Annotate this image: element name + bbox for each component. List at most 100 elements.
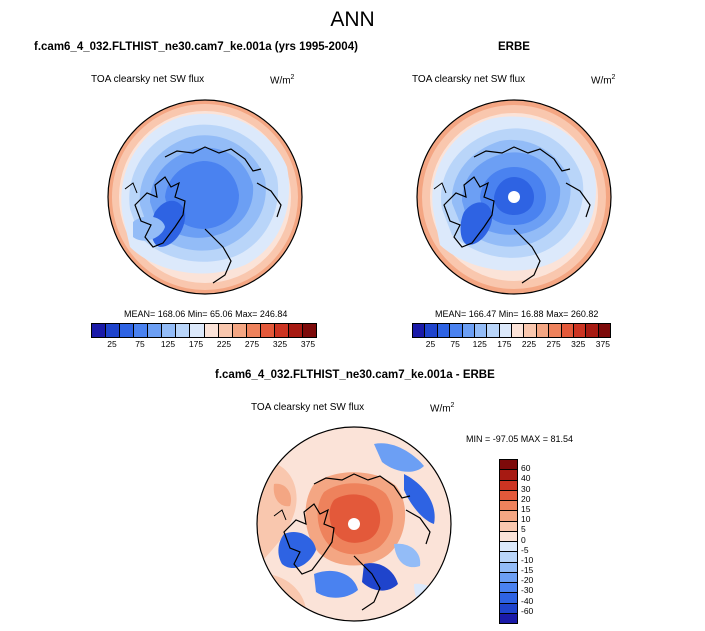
colorbar-swatch — [105, 324, 120, 337]
colorbar-tick-label: 175 — [188, 339, 204, 349]
model-panel-heading: f.cam6_4_032.FLTHIST_ne30.cam7_ke.001a (… — [34, 41, 358, 53]
colorbar-swatch — [436, 324, 450, 337]
colorbar-swatch — [500, 612, 517, 623]
diff-colorbar — [499, 459, 518, 624]
colorbar-swatch — [486, 324, 499, 337]
colorbar-tick-label: 125 — [472, 339, 487, 349]
colorbar-swatch — [500, 520, 517, 531]
colorbar-tick-label: 75 — [450, 339, 460, 349]
colorbar-tick-label: 275 — [244, 339, 260, 349]
colorbar-tick-label: 75 — [135, 339, 145, 349]
colorbar-swatch — [572, 324, 586, 337]
colorbar-swatch — [461, 324, 474, 337]
colorbar-tick-label: 25 — [425, 339, 436, 349]
colorbar-swatch — [92, 324, 106, 337]
obs-panel-stats: MEAN= 166.47 Min= 16.88 Max= 260.82 — [435, 309, 599, 319]
colorbar-swatch — [500, 571, 517, 582]
colorbar-tick-label: -40 — [521, 595, 534, 606]
diff-units-exponent: 2 — [450, 402, 455, 409]
colorbar-tick-label: 325 — [571, 339, 586, 349]
colorbar-swatch — [287, 324, 302, 337]
obs-panel-heading: ERBE — [498, 41, 530, 53]
colorbar-swatch — [500, 551, 517, 562]
colorbar-tick-label: 0 — [521, 534, 526, 545]
colorbar-swatch — [500, 582, 517, 593]
colorbar-tick-label: 10 — [521, 514, 531, 525]
colorbar-tick-label: 375 — [300, 339, 316, 349]
colorbar-tick-label: -10 — [521, 554, 534, 565]
colorbar-tick-label: -60 — [521, 605, 534, 616]
obs-units-exponent: 2 — [611, 74, 616, 81]
colorbar-swatch — [301, 324, 316, 337]
colorbar-swatch — [161, 324, 176, 337]
colorbar-tick-label: 30 — [521, 483, 531, 494]
colorbar-tick-label: -15 — [521, 565, 534, 576]
colorbar-swatch — [413, 324, 425, 337]
obs-panel-subtitle: TOA clearsky net SW flux — [412, 74, 526, 85]
colorbar-swatch — [500, 479, 517, 490]
obs-colorbar — [412, 323, 611, 338]
obs-units-base: W/m — [591, 75, 612, 87]
model-units-base: W/m — [270, 75, 291, 87]
colorbar-tick-label: 375 — [595, 339, 610, 349]
diff-panel-units: W/m2 — [430, 402, 454, 414]
colorbar-swatch — [203, 324, 218, 337]
model-polar-map — [107, 99, 303, 295]
model-units-exponent: 2 — [290, 74, 295, 81]
colorbar-tick-label: -5 — [521, 544, 529, 555]
model-panel-units: W/m2 — [270, 74, 294, 86]
colorbar-tick-label: 225 — [216, 339, 232, 349]
colorbar-tick-label: 15 — [521, 503, 531, 514]
colorbar-tick-label: 325 — [272, 339, 288, 349]
figure-title: ANN — [330, 8, 375, 31]
diff-polar-map — [256, 426, 452, 622]
colorbar-swatch — [500, 469, 517, 480]
colorbar-swatch — [189, 324, 204, 337]
diff-panel-stats: MIN = -97.05 MAX = 81.54 — [466, 434, 574, 444]
colorbar-swatch — [500, 460, 517, 470]
colorbar-swatch — [500, 592, 517, 603]
colorbar-swatch — [259, 324, 274, 337]
colorbar-swatch — [449, 324, 462, 337]
colorbar-tick-label: 125 — [160, 339, 176, 349]
colorbar-swatch — [500, 561, 517, 572]
colorbar-swatch — [424, 324, 437, 337]
model-colorbar — [91, 323, 317, 338]
colorbar-swatch — [473, 324, 487, 337]
colorbar-tick-label: 25 — [107, 339, 117, 349]
colorbar-swatch — [133, 324, 148, 337]
colorbar-swatch — [548, 324, 561, 337]
colorbar-swatch — [585, 324, 598, 337]
colorbar-swatch — [500, 530, 517, 541]
colorbar-swatch — [500, 489, 517, 500]
colorbar-swatch — [511, 324, 524, 337]
colorbar-swatch — [231, 324, 246, 337]
model-panel-subtitle: TOA clearsky net SW flux — [91, 74, 205, 85]
colorbar-swatch — [500, 541, 517, 552]
colorbar-swatch — [597, 324, 610, 337]
colorbar-swatch — [560, 324, 573, 337]
colorbar-swatch — [245, 324, 260, 337]
colorbar-tick-label: -20 — [521, 575, 534, 586]
diff-panel-heading: f.cam6_4_032.FLTHIST_ne30.cam7_ke.001a -… — [215, 369, 495, 381]
model-panel-stats: MEAN= 168.06 Min= 65.06 Max= 246.84 — [124, 309, 288, 319]
colorbar-tick-label: 275 — [546, 339, 561, 349]
colorbar-swatch — [119, 324, 134, 337]
colorbar-tick-label: 20 — [521, 493, 531, 504]
colorbar-tick-label: 60 — [521, 463, 531, 474]
diff-units-base: W/m — [430, 403, 451, 415]
colorbar-swatch — [273, 324, 288, 337]
obs-polar-map — [416, 99, 612, 295]
colorbar-tick-label: 40 — [521, 473, 531, 484]
colorbar-swatch — [500, 602, 517, 613]
colorbar-tick-label: 5 — [521, 524, 526, 535]
colorbar-swatch — [175, 324, 190, 337]
diff-panel-subtitle: TOA clearsky net SW flux — [251, 402, 365, 413]
colorbar-swatch — [217, 324, 232, 337]
colorbar-swatch — [500, 500, 517, 511]
colorbar-tick-label: 225 — [521, 339, 537, 349]
colorbar-tick-label: 175 — [497, 339, 512, 349]
colorbar-swatch — [500, 510, 517, 521]
colorbar-tick-label: -30 — [521, 585, 534, 596]
colorbar-swatch — [147, 324, 162, 337]
